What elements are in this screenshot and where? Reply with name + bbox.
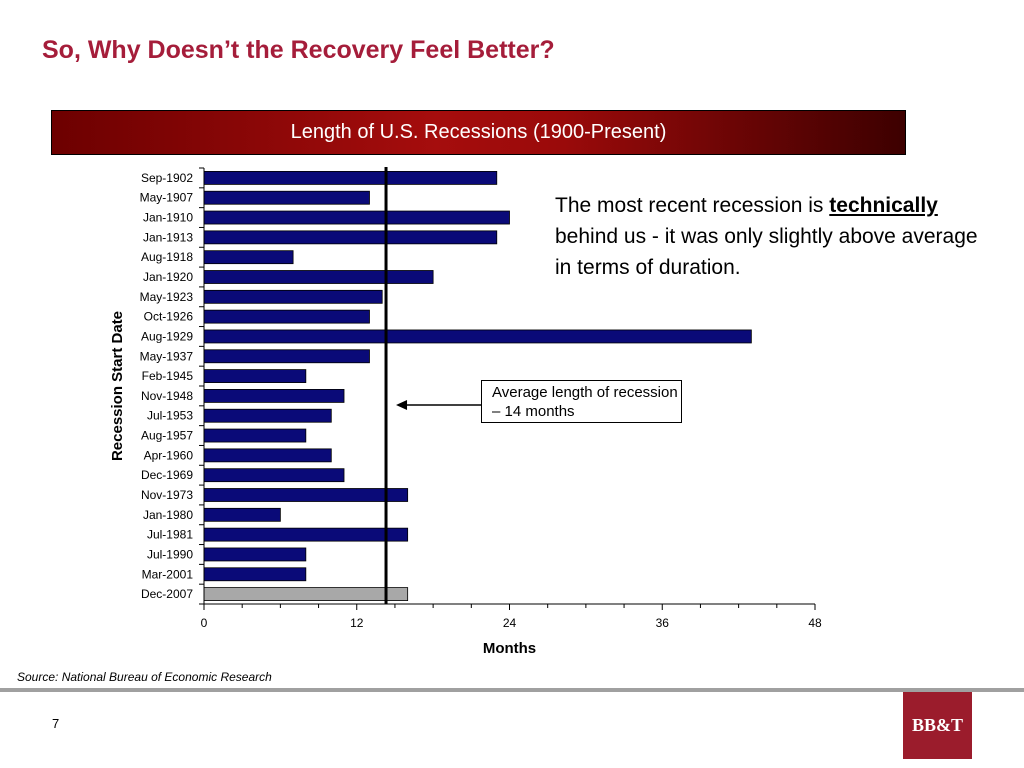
- bar-Jul-1990: [203, 547, 307, 562]
- category-label: Jan-1980: [143, 508, 193, 522]
- average-callout: Average length of recession – 14 months: [481, 380, 682, 423]
- bar-Apr-1960: [203, 448, 332, 463]
- bar-Mar-2001: [203, 567, 307, 582]
- bar-Nov-1973: [203, 488, 409, 502]
- bar-Jul-1953: [203, 408, 332, 423]
- bar-Feb-1945: [203, 369, 307, 383]
- bar-Nov-1948: [203, 389, 345, 403]
- bar-Dec-1969: [203, 468, 345, 483]
- chart-banner: Length of U.S. Recessions (1900-Present): [51, 110, 906, 155]
- bar-Jan-1913: [203, 230, 498, 245]
- category-label: Oct-1926: [144, 310, 194, 324]
- category-label: Aug-1957: [141, 429, 193, 443]
- bar-May-1937: [203, 349, 370, 364]
- x-axis-title: Months: [483, 640, 536, 657]
- footer-rule: [0, 688, 1024, 692]
- category-label: Dec-1969: [141, 468, 193, 482]
- bbt-logo: BB&T: [903, 692, 972, 759]
- x-tick-label: 24: [503, 616, 517, 630]
- category-label: Feb-1945: [142, 369, 194, 383]
- bar-May-1923: [203, 289, 383, 304]
- category-label: Jul-1953: [147, 409, 193, 423]
- note-text-end: behind us - it was only slightly above a…: [555, 225, 978, 279]
- x-tick-label: 36: [656, 616, 670, 630]
- category-label: May-1923: [140, 290, 194, 304]
- category-label: Aug-1929: [141, 329, 193, 343]
- source-note: Source: National Bureau of Economic Rese…: [17, 670, 272, 684]
- bar-Jan-1980: [203, 507, 281, 522]
- note-text-start: The most recent recession is: [555, 194, 830, 217]
- category-label: Apr-1960: [144, 448, 194, 462]
- category-label: Mar-2001: [142, 567, 194, 581]
- x-tick-label: 48: [808, 616, 822, 630]
- category-label: Dec-2007: [141, 587, 193, 601]
- category-label: Jan-1920: [143, 270, 193, 284]
- bar-Sep-1902: [203, 171, 498, 185]
- category-label: Jan-1913: [143, 230, 193, 244]
- y-axis-title: Recession Start Date: [109, 311, 126, 461]
- x-tick-label: 0: [201, 616, 208, 630]
- category-label: Sep-1902: [141, 171, 193, 185]
- slide-title: So, Why Doesn’t the Recovery Feel Better…: [42, 36, 555, 64]
- average-arrow-head: [396, 400, 408, 410]
- bar-Jan-1920: [203, 270, 434, 284]
- recession-note: The most recent recession is technically…: [555, 190, 985, 283]
- category-label: Jan-1910: [143, 211, 193, 225]
- bar-Jul-1981: [203, 527, 409, 542]
- category-label: Nov-1948: [141, 389, 193, 403]
- bar-Aug-1918: [203, 250, 294, 265]
- category-label: May-1907: [140, 191, 194, 205]
- page-number: 7: [52, 716, 60, 731]
- category-label: Jul-1990: [147, 547, 193, 561]
- chart-banner-title: Length of U.S. Recessions (1900-Present): [290, 121, 667, 143]
- category-label: Nov-1973: [141, 488, 193, 502]
- bar-Oct-1926: [203, 309, 370, 324]
- category-label: Jul-1981: [147, 528, 193, 542]
- note-emphasis: technically: [829, 194, 938, 217]
- bar-Dec-2007: [203, 587, 409, 601]
- category-label: Aug-1918: [141, 250, 193, 264]
- x-tick-label: 12: [350, 616, 364, 630]
- bar-May-1907: [203, 190, 370, 205]
- category-label: May-1937: [140, 349, 194, 363]
- bar-Aug-1957: [203, 428, 307, 443]
- bar-Aug-1929: [203, 329, 752, 344]
- bar-Jan-1910: [203, 210, 510, 225]
